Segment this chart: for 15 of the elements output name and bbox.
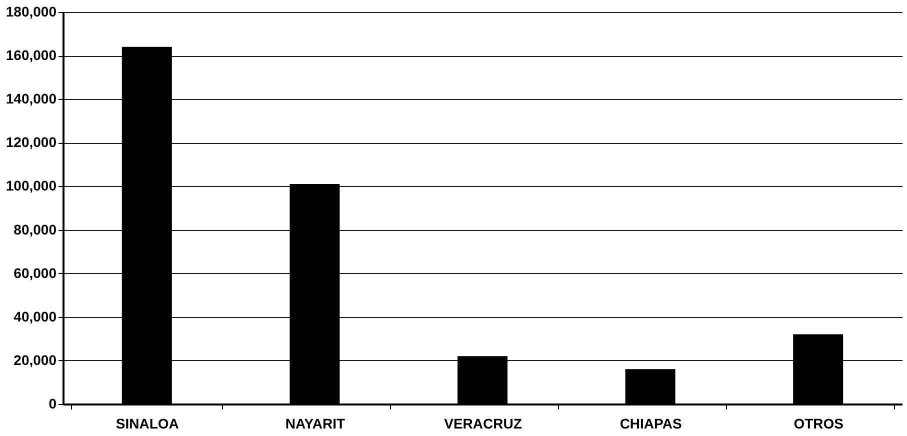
y-tick-label: 20,000 [14, 352, 57, 368]
x-tick-label: OTROS [794, 416, 844, 432]
y-tick-label: 160,000 [6, 47, 57, 64]
y-tick-label: 0 [48, 396, 57, 412]
x-tick-label: NAYARIT [285, 416, 346, 432]
y-tick-label: 60,000 [14, 264, 57, 281]
y-tick-label: 40,000 [14, 308, 57, 324]
y-tick-label: 120,000 [6, 134, 57, 150]
y-tick-label: 140,000 [6, 90, 57, 107]
y-tick-label: 80,000 [14, 221, 57, 238]
y-tick-label: 180,000 [6, 4, 57, 20]
x-tick-label: SINALOA [116, 416, 179, 432]
x-tick-label: CHIAPAS [620, 416, 682, 432]
x-tick-label: VERACRUZ [444, 416, 522, 432]
y-tick-label: 100,000 [6, 178, 57, 194]
